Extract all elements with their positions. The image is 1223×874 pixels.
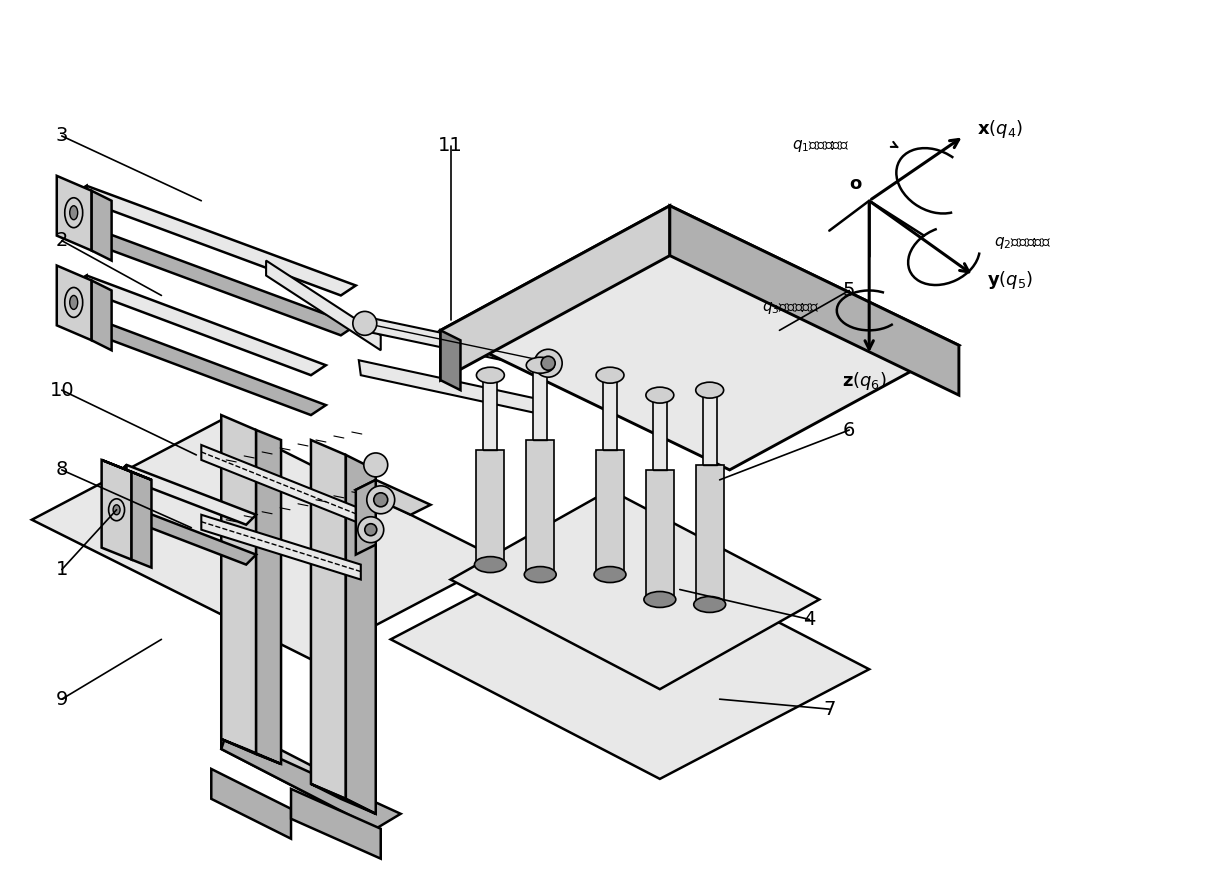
Polygon shape [56, 266, 92, 340]
Text: 3: 3 [55, 127, 68, 145]
Ellipse shape [542, 357, 555, 371]
Polygon shape [483, 375, 498, 455]
Polygon shape [358, 360, 545, 415]
Polygon shape [116, 465, 126, 515]
Polygon shape [526, 440, 554, 574]
Polygon shape [72, 316, 325, 415]
Polygon shape [221, 415, 256, 754]
Ellipse shape [70, 205, 78, 219]
Polygon shape [132, 472, 152, 567]
Text: 4: 4 [804, 610, 816, 629]
Polygon shape [440, 205, 670, 380]
Polygon shape [256, 430, 281, 764]
Text: $\mathbf{y}$$(q_5)$: $\mathbf{y}$$(q_5)$ [987, 269, 1033, 292]
Ellipse shape [65, 288, 83, 317]
Ellipse shape [477, 367, 504, 383]
Text: $q_3$（偏航角）: $q_3$（偏航角） [762, 301, 819, 316]
Polygon shape [356, 480, 430, 515]
Polygon shape [72, 275, 325, 375]
Text: 10: 10 [49, 381, 75, 399]
Ellipse shape [374, 493, 388, 507]
Ellipse shape [646, 387, 674, 403]
Polygon shape [202, 515, 361, 579]
Polygon shape [221, 734, 401, 829]
Polygon shape [72, 275, 87, 325]
Polygon shape [102, 460, 132, 559]
Polygon shape [291, 789, 380, 858]
Polygon shape [670, 205, 959, 395]
Polygon shape [311, 784, 375, 814]
Ellipse shape [363, 453, 388, 477]
Ellipse shape [594, 566, 626, 583]
Ellipse shape [364, 524, 377, 536]
Text: 5: 5 [843, 281, 856, 300]
Polygon shape [72, 186, 87, 236]
Text: 11: 11 [438, 136, 462, 156]
Polygon shape [267, 260, 380, 350]
Ellipse shape [113, 505, 120, 515]
Ellipse shape [358, 517, 384, 543]
Text: $q_2$（纵摇角）: $q_2$（纵摇角） [994, 234, 1051, 251]
Ellipse shape [475, 557, 506, 572]
Text: 7: 7 [823, 699, 835, 718]
Polygon shape [358, 316, 550, 371]
Polygon shape [450, 489, 819, 690]
Polygon shape [696, 465, 724, 605]
Polygon shape [212, 769, 291, 839]
Ellipse shape [526, 357, 554, 373]
Polygon shape [92, 191, 111, 260]
Polygon shape [533, 365, 547, 445]
Ellipse shape [696, 382, 724, 399]
Polygon shape [221, 739, 281, 764]
Polygon shape [72, 186, 356, 295]
Polygon shape [311, 440, 346, 799]
Ellipse shape [109, 499, 125, 521]
Ellipse shape [65, 198, 83, 227]
Ellipse shape [534, 350, 563, 378]
Ellipse shape [70, 295, 78, 309]
Polygon shape [440, 205, 959, 470]
Text: 8: 8 [55, 461, 68, 480]
Text: 2: 2 [55, 231, 68, 250]
Text: $\mathbf{z}$$(q_6)$: $\mathbf{z}$$(q_6)$ [841, 371, 887, 392]
Text: o: o [849, 175, 861, 193]
Polygon shape [102, 460, 152, 480]
Text: 1: 1 [55, 560, 68, 579]
Polygon shape [477, 450, 504, 565]
Ellipse shape [596, 367, 624, 383]
Polygon shape [390, 530, 870, 779]
Ellipse shape [693, 596, 725, 613]
Polygon shape [356, 480, 375, 555]
Polygon shape [653, 395, 667, 475]
Polygon shape [440, 330, 461, 390]
Polygon shape [116, 505, 256, 565]
Ellipse shape [367, 486, 395, 514]
Text: 6: 6 [843, 420, 855, 440]
Polygon shape [72, 225, 356, 336]
Polygon shape [703, 390, 717, 470]
Ellipse shape [352, 311, 377, 336]
Polygon shape [116, 465, 256, 524]
Polygon shape [32, 420, 500, 659]
Text: $\mathbf{x}$$(q_4)$: $\mathbf{x}$$(q_4)$ [977, 118, 1022, 140]
Polygon shape [92, 281, 111, 350]
Ellipse shape [643, 592, 676, 607]
Polygon shape [202, 445, 375, 530]
Text: 9: 9 [55, 690, 68, 709]
Polygon shape [646, 470, 674, 600]
Text: $q_1$（横摇角）: $q_1$（横摇角） [793, 138, 849, 154]
Polygon shape [56, 176, 92, 251]
Ellipse shape [525, 566, 556, 583]
Polygon shape [603, 375, 616, 455]
Polygon shape [596, 450, 624, 574]
Polygon shape [346, 455, 375, 814]
Polygon shape [221, 719, 375, 829]
